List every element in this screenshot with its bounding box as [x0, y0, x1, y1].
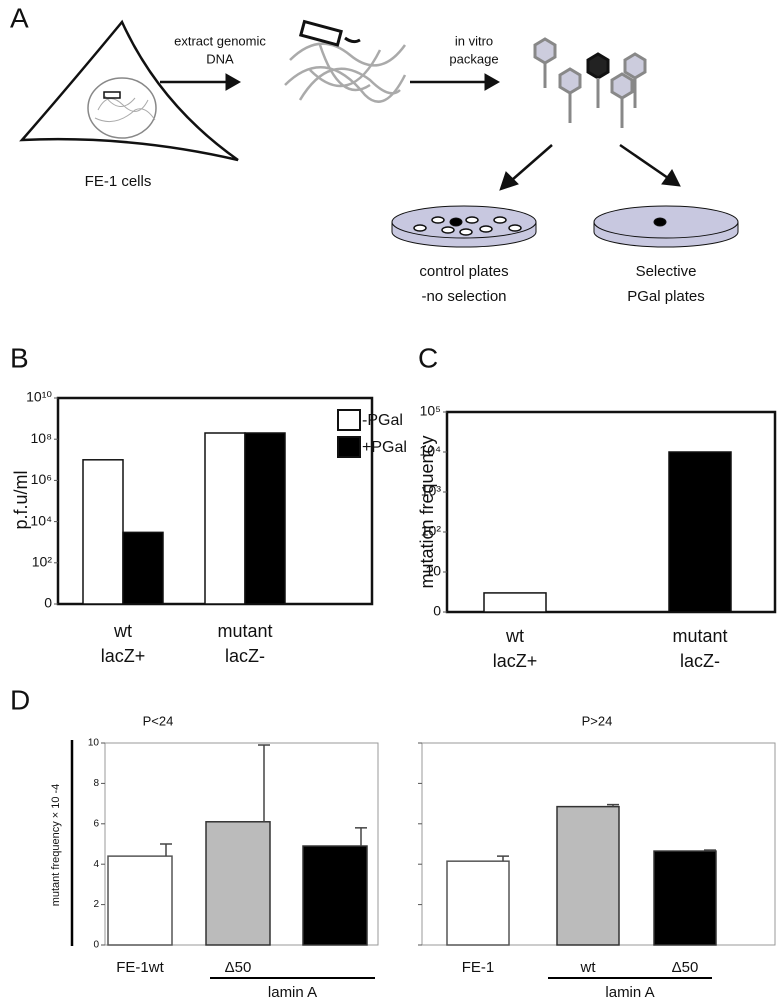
- cell: [19, 19, 239, 162]
- arrowhead: [499, 171, 519, 191]
- y-axis-label: p.f.u/ml: [11, 470, 31, 529]
- y-axis-label: mutation frequency: [417, 435, 437, 588]
- arrow: [511, 144, 553, 181]
- step-label: extract genomic: [174, 33, 266, 48]
- legend-label: +PGal: [362, 439, 407, 456]
- x-tick-label: mutant: [217, 621, 272, 641]
- bar: [302, 845, 368, 946]
- x-tick-label: FE-1: [462, 959, 495, 976]
- plate-label: -no selection: [421, 288, 506, 305]
- y-axis-label: mutant frequency × 10 -4: [50, 784, 62, 907]
- chromatin: [94, 95, 156, 123]
- y-tick-label: 0: [93, 940, 99, 951]
- y-tick-label: 10²: [32, 554, 53, 570]
- step-label: in vitro: [455, 33, 493, 48]
- arrow: [619, 143, 669, 180]
- y-tick-label: 10: [88, 738, 100, 749]
- y-tick-label: 6: [93, 818, 99, 829]
- group-label: lamin A: [268, 984, 317, 1001]
- y-tick-label: 0: [44, 595, 52, 611]
- nucleus: [87, 77, 157, 139]
- dna-end: [344, 36, 361, 44]
- x-tick-sublabel: lacZ+: [493, 651, 538, 671]
- selective-plate: [593, 205, 739, 248]
- y-tick-label: 10: [425, 563, 441, 579]
- y-tick-label: 10⁵: [420, 403, 441, 419]
- plate-label: control plates: [419, 263, 508, 280]
- transgene: [298, 19, 343, 47]
- bar: [107, 855, 173, 946]
- bar: [244, 432, 286, 605]
- bar: [483, 592, 547, 613]
- transgene: [103, 91, 121, 99]
- y-tick-label: 10²: [421, 523, 442, 539]
- bar: [556, 805, 620, 946]
- bar: [122, 531, 164, 605]
- y-tick-label: 8: [93, 778, 99, 789]
- arrowhead: [225, 73, 242, 91]
- x-tick-label: Δ50: [672, 959, 699, 976]
- bar: [446, 860, 510, 946]
- plate-label: Selective: [636, 263, 697, 280]
- y-tick-label: 10⁸: [31, 430, 53, 446]
- diagram: [19, 19, 739, 248]
- y-tick-label: 10³: [421, 483, 442, 499]
- panel-letter: D: [10, 684, 30, 715]
- y-tick-label: 0: [433, 603, 441, 619]
- x-tick-label: wt: [113, 621, 132, 641]
- y-tick-label: 2: [93, 899, 99, 910]
- panel-letter: C: [418, 342, 438, 373]
- y-tick-label: 4: [93, 859, 99, 870]
- y-tick-label: 10⁶: [31, 471, 52, 487]
- phages: [533, 37, 647, 128]
- x-tick-label: mutant: [672, 626, 727, 646]
- bar: [82, 459, 124, 605]
- x-tick-label: wt: [580, 959, 597, 976]
- step-label: DNA: [206, 51, 234, 66]
- y-tick-label: 10¹⁰: [26, 389, 52, 405]
- legend-swatch: [337, 409, 361, 431]
- chart-title: P>24: [582, 713, 613, 728]
- panel-letter: B: [10, 342, 29, 373]
- x-tick-sublabel: lacZ-: [225, 646, 265, 666]
- dna: [284, 42, 407, 103]
- x-tick-label: wt: [505, 626, 524, 646]
- y-tick-label: 10⁴: [30, 512, 52, 528]
- arrowhead: [484, 73, 501, 91]
- bar: [204, 432, 246, 605]
- panel-letter: A: [10, 2, 29, 33]
- x-tick-sublabel: lacZ-: [680, 651, 720, 671]
- y-tick-label: 10⁴: [419, 443, 441, 459]
- plot-frame: [445, 410, 777, 614]
- group-label: lamin A: [605, 984, 654, 1001]
- x-tick-sublabel: lacZ+: [101, 646, 146, 666]
- legend-label: -PGal: [362, 412, 403, 429]
- x-tick-label: Δ50: [225, 959, 252, 976]
- step-label: package: [449, 51, 498, 66]
- cell-label: FE-1 cells: [85, 173, 152, 190]
- legend-swatch: [337, 436, 361, 458]
- bar: [205, 821, 271, 946]
- chart-title: P<24: [143, 713, 174, 728]
- arrowhead: [661, 169, 681, 187]
- control-plate: [391, 205, 537, 248]
- bar: [668, 451, 732, 613]
- plate-label: PGal plates: [627, 288, 705, 305]
- x-tick-label: FE-1wt: [116, 959, 164, 976]
- bar: [653, 850, 717, 946]
